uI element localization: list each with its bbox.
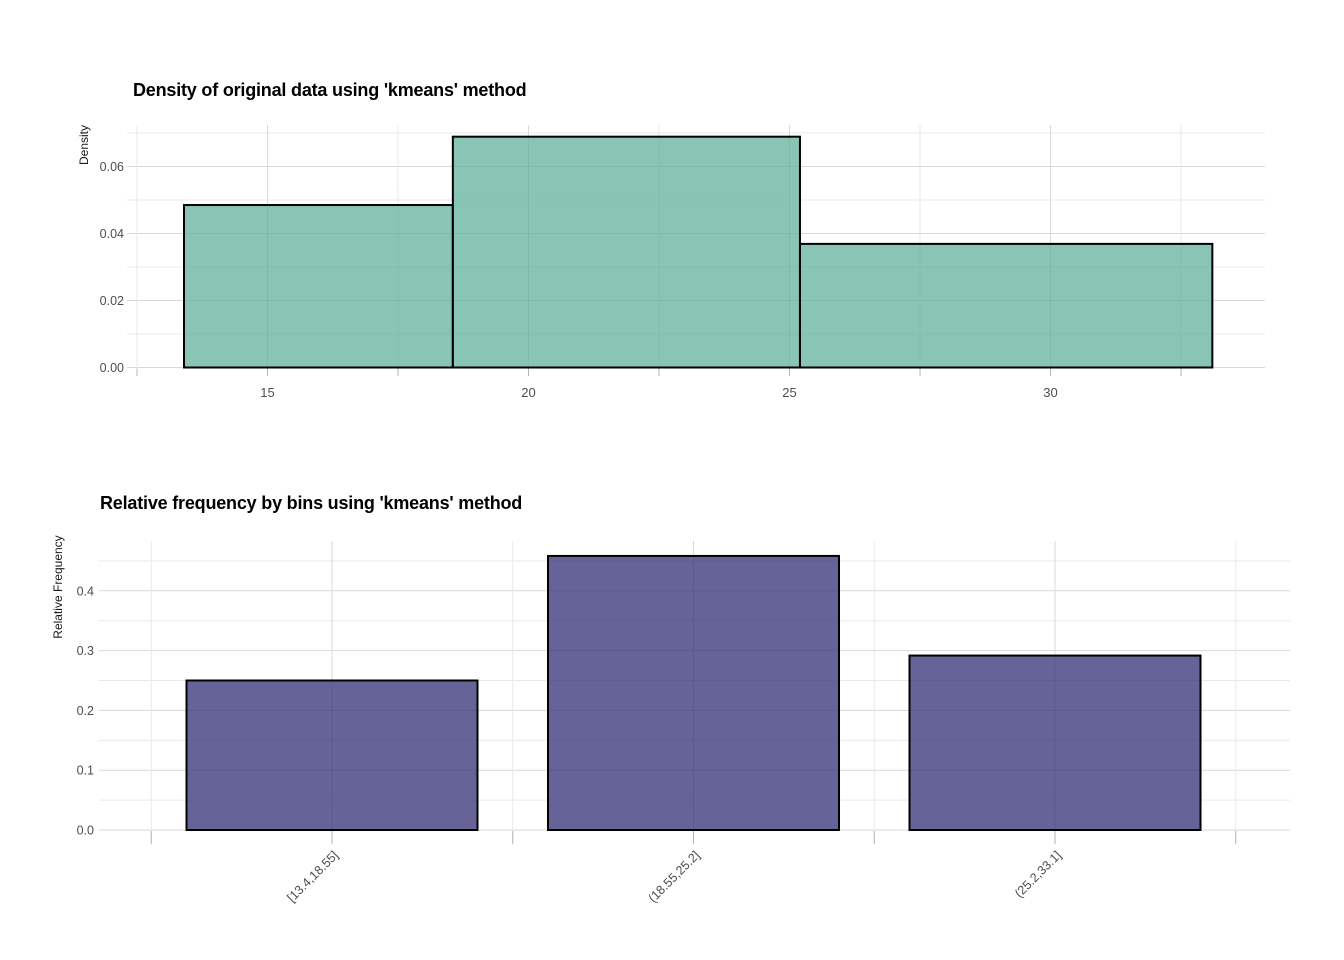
x-category-label: [13.4,18.55]	[285, 848, 342, 905]
bar	[185, 679, 479, 831]
x-category-label: (25.2,33.1]	[1012, 848, 1064, 900]
y-tick-label: 0.1	[77, 764, 94, 778]
bar	[908, 654, 1202, 832]
histogram-bar	[798, 242, 1214, 369]
y-tick-label: 0.02	[100, 294, 124, 308]
relfreq-chart-title: Relative frequency by bins using 'kmeans…	[100, 493, 523, 513]
histogram-bar	[451, 135, 801, 369]
bar	[547, 554, 840, 831]
x-tick-label: 25	[782, 385, 796, 400]
y-tick-label: 0.2	[77, 704, 94, 718]
relfreq-chart-panel: 0.0 0.1 0.2 0.3 0.4 [13.4,18.55] (18.55,25.2] (…	[77, 541, 1290, 905]
x-tick-label: 20	[521, 385, 535, 400]
density-chart-panel: 0.00 0.02 0.04 0.06 15 20 25 30	[100, 125, 1265, 400]
y-tick-label: 0.04	[100, 227, 124, 241]
y-tick-label: 0.4	[77, 584, 94, 598]
histogram-bar	[183, 204, 454, 369]
y-tick-label: 0.06	[100, 160, 124, 174]
y-tick-label: 0.0	[77, 824, 94, 838]
x-category-label: (18.55,25.2]	[646, 848, 703, 905]
y-tick-label: 0.3	[77, 644, 94, 658]
density-chart-title: Density of original data using 'kmeans' …	[133, 80, 527, 100]
x-tick-label: 30	[1043, 385, 1057, 400]
x-tick-label: 15	[260, 385, 274, 400]
y-tick-label: 0.00	[100, 361, 124, 375]
